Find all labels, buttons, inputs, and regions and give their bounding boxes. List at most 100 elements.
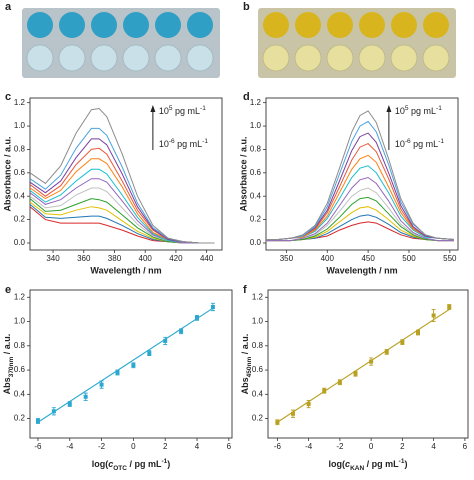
label-part: -6 [169,138,175,145]
label-part: c [108,459,113,469]
annotation: 105 pg mL-1 [395,105,442,116]
y-tick-label: 1.0 [14,121,26,130]
spectrum-line [266,196,454,242]
y-tick-label: 1.2 [14,292,26,301]
spectrum-line [29,107,215,244]
y-tick-label: 1.0 [250,121,262,130]
axis-title: Abs450nm / a.u. [240,334,253,395]
label-part: ) [167,459,170,469]
spectrum-line [266,110,454,240]
plot-frame [29,97,223,251]
x-tick-label: 2 [400,442,405,451]
data-point [353,371,358,376]
label-part: 10 [159,106,169,116]
annotation: 10-6 pg mL-1 [159,138,208,149]
annotation: 10-6 pg mL-1 [395,138,444,149]
spectrum-line [266,187,454,242]
x-tick-label: 0 [369,442,374,451]
x-tick-label: 550 [443,254,457,263]
data-point [275,420,280,425]
wells-top [27,12,213,38]
panel-letter: d [243,91,250,103]
label-part: -1 [200,105,206,112]
y-tick-label: 0.6 [14,365,26,374]
y-tick-label: 0.2 [252,414,264,423]
data-point [322,388,327,393]
x-tick-label: 400 [139,254,153,263]
x-tick-label: 4 [195,442,200,451]
label-part: 5 [169,105,173,112]
x-tick-label: 350 [280,254,294,263]
data-point [131,363,136,368]
plot-frame [29,289,233,439]
annotation-arrowhead [386,105,392,112]
label-part: / a.u. [240,334,250,357]
data-point [306,402,311,407]
y-tick-label: 0.8 [14,145,26,154]
label-part: KAN [350,465,364,472]
y-tick-label: 0.2 [14,414,26,423]
y-tick-label: 0.4 [14,191,26,200]
photo-plate-b [258,8,456,78]
label-part: 370nm [8,356,15,377]
x-tick-label: -4 [305,442,313,451]
data-point [337,380,342,385]
axis-title: Absorbance / a.u. [238,136,248,211]
wells-bottom [26,44,214,72]
panel-letter: f [243,284,247,296]
wells-bottom [262,44,450,72]
y-tick-label: 1.0 [14,317,26,326]
label-part: / pg mL [364,459,399,469]
label-part: -1 [438,138,444,145]
label-part: 10 [395,106,405,116]
data-point [163,338,168,343]
y-tick-label: 0.4 [252,389,264,398]
x-tick-label: 360 [77,254,91,263]
wells-top [263,12,449,38]
data-point [99,382,104,387]
x-tick-label: 4 [431,442,436,451]
axis-title: log(cOTC / pg mL-1) [92,458,171,472]
x-tick-label: 440 [200,254,214,263]
label-part: 10 [395,139,405,149]
y-tick-label: 0.6 [250,168,262,177]
data-point [67,402,72,407]
label-part: / pg mL [127,459,162,469]
y-tick-label: 0.4 [14,389,26,398]
panel-letter: a [5,1,12,13]
photo-plate-a [22,8,220,78]
y-tick-label: 0.0 [250,238,262,247]
label-part: c [345,459,350,469]
label-part: -1 [399,458,405,465]
y-tick-label: 0.8 [252,341,264,350]
axis-title: Abs370nm / a.u. [2,334,15,395]
y-tick-label: 0.2 [250,215,262,224]
label-part: -1 [161,458,167,465]
x-tick-label: 500 [402,254,416,263]
x-tick-label: 6 [227,442,232,451]
label-part: pg mL [411,139,439,149]
data-point [51,409,56,414]
data-point [384,349,389,354]
annotation-arrowhead [150,105,156,112]
data-point [83,394,88,399]
plot-frame [267,289,469,439]
x-tick-label: 2 [163,442,168,451]
y-tick-label: 0.2 [14,215,26,224]
label-part: OTC [113,465,127,472]
data-point [431,313,436,318]
label-part: -1 [202,138,208,145]
fit-line [277,308,450,423]
data-point [447,304,452,309]
data-point [210,304,215,309]
y-tick-label: 0.6 [14,168,26,177]
label-part: log( [329,459,346,469]
axis-title: log(cKAN / pg mL-1) [329,458,408,472]
y-tick-label: 0.4 [250,191,262,200]
axis-title: Wavelength / nm [90,265,161,275]
label-part: log( [92,459,109,469]
spectrum-line [266,165,454,240]
label-part: ) [404,459,407,469]
label-part: Abs [2,377,12,394]
